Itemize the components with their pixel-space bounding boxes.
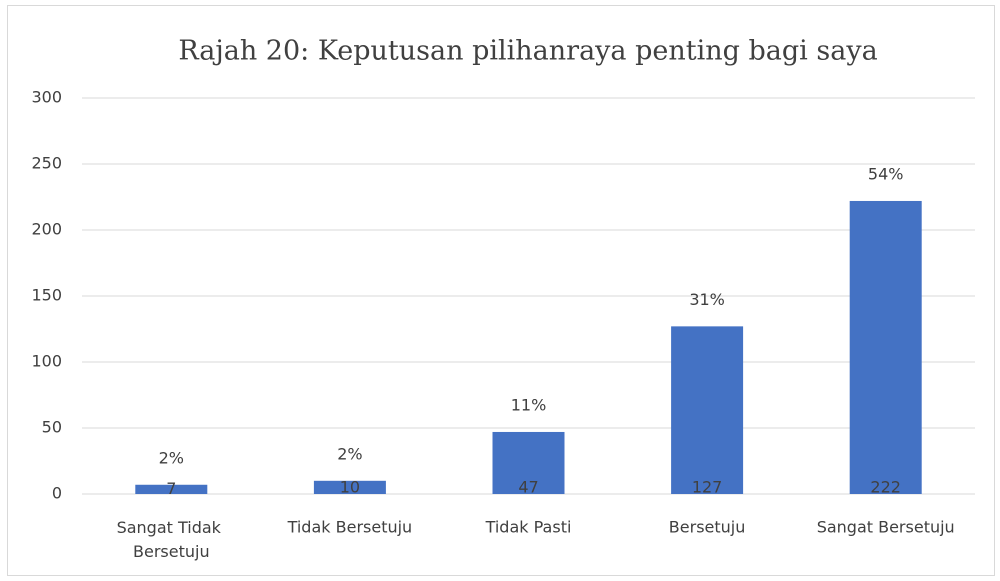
value-label: 222 [870, 478, 901, 497]
bar [849, 200, 922, 494]
y-tick-label: 50 [42, 418, 62, 437]
y-tick-label: 0 [52, 484, 62, 503]
bar [671, 326, 744, 494]
bar [492, 431, 565, 494]
percent-label: 2% [337, 444, 362, 463]
value-label: 7 [166, 479, 176, 498]
value-label: 127 [692, 478, 723, 497]
percent-label: 31% [689, 290, 725, 309]
value-label: 10 [340, 478, 360, 497]
bar [135, 484, 208, 494]
percent-label: 2% [159, 448, 184, 467]
percent-label: 11% [511, 395, 547, 414]
y-tick-label: 100 [31, 352, 62, 371]
percent-label: 54% [868, 164, 904, 183]
x-tick-label: Tidak Bersetuju [287, 518, 413, 537]
x-tick-label: Sangat Tidak Bersetuju [117, 518, 226, 561]
x-tick-label: Bersetuju [669, 518, 746, 537]
x-tick-label: Tidak Pasti [485, 518, 572, 537]
bar [313, 480, 386, 494]
y-tick-label: 250 [31, 154, 62, 173]
chart-title: Rajah 20: Keputusan pilihanraya penting … [178, 36, 877, 67]
y-tick-label: 150 [31, 286, 62, 305]
y-tick-label: 200 [31, 220, 62, 239]
x-tick-label: Sangat Bersetuju [817, 518, 955, 537]
y-tick-label: 300 [31, 88, 62, 107]
value-label: 47 [518, 478, 538, 497]
